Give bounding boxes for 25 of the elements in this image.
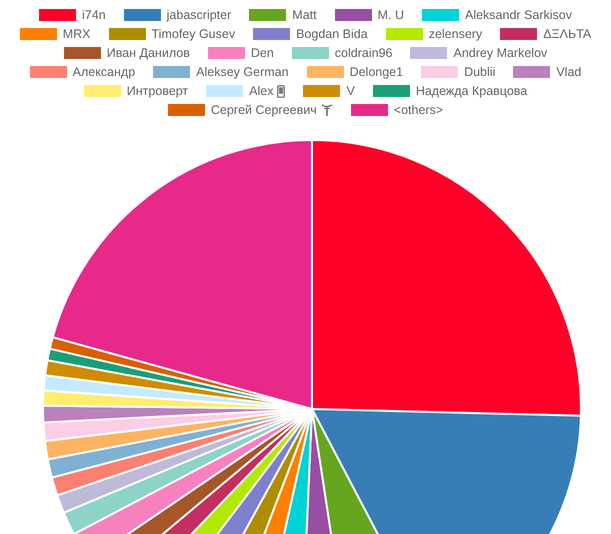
legend-label: Den bbox=[250, 46, 274, 60]
legend-label: Иван Данилов bbox=[106, 46, 190, 60]
legend-label: Timofey Gusev bbox=[152, 27, 236, 41]
legend-label: Matt bbox=[292, 8, 317, 22]
legend-label: MRX bbox=[62, 27, 90, 41]
legend-label: Aleksandr Sarkisov bbox=[464, 8, 572, 22]
legend-label: Интроверт bbox=[126, 84, 188, 98]
legend-label: ΔΞΛЬTA bbox=[543, 27, 592, 41]
legend-label: Aleksey German bbox=[196, 65, 289, 79]
legend-label: zelensery bbox=[428, 27, 482, 41]
legend-label: Александр bbox=[72, 65, 136, 79]
legend-label: Надежда Кравцова bbox=[416, 84, 528, 98]
legend-label: coldrain96 bbox=[334, 46, 392, 60]
legend-label: i74n bbox=[82, 8, 106, 22]
legend-label: Bogdan Bida bbox=[296, 27, 368, 41]
legend-label: Andrey Markelov bbox=[453, 46, 548, 60]
legend-label: <others> bbox=[394, 103, 444, 117]
legend-label: Dublii bbox=[464, 65, 496, 79]
legend-label: V bbox=[346, 84, 355, 98]
legend-label: Vlad bbox=[556, 65, 582, 79]
legend-label: jabascripter bbox=[166, 8, 232, 22]
legend-label: Alex bbox=[249, 84, 274, 98]
legend-label: Delonge1 bbox=[350, 65, 404, 79]
legend-label: M. U bbox=[378, 8, 404, 22]
legend-label: Сергей Сергеевич bbox=[210, 103, 317, 117]
